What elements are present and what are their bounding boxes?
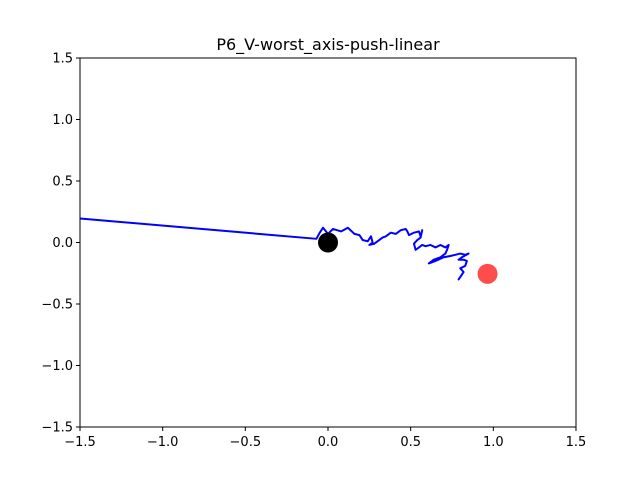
y-axis: −1.5 −1.0 −0.5 0.0 0.5 1.0 1.5 — [41, 52, 80, 436]
y-tick-label: −0.5 — [41, 298, 73, 313]
y-tick-label: 0.5 — [52, 175, 73, 190]
chart-title: P6_V-worst_axis-push-linear — [216, 35, 440, 55]
x-tick-label: −1.5 — [64, 435, 96, 450]
x-axis: −1.5 −1.0 −0.5 0.0 0.5 1.0 1.5 — [64, 427, 586, 450]
x-tick-label: −0.5 — [230, 435, 262, 450]
goal-marker — [477, 263, 498, 284]
y-tick-label: 0.0 — [52, 236, 73, 251]
x-tick-label: 0.0 — [318, 435, 339, 450]
x-tick-label: 1.5 — [566, 435, 587, 450]
y-tick-label: 1.0 — [52, 113, 73, 128]
y-tick-label: −1.0 — [41, 359, 73, 374]
x-tick-label: 0.5 — [400, 435, 421, 450]
start-marker — [318, 232, 338, 253]
plot-area — [80, 217, 498, 284]
y-tick-label: −1.5 — [41, 421, 73, 436]
x-tick-label: −1.0 — [147, 435, 179, 450]
trajectory-line-0 — [80, 217, 470, 281]
y-tick-label: 1.5 — [52, 52, 73, 67]
x-tick-label: 1.0 — [483, 435, 504, 450]
